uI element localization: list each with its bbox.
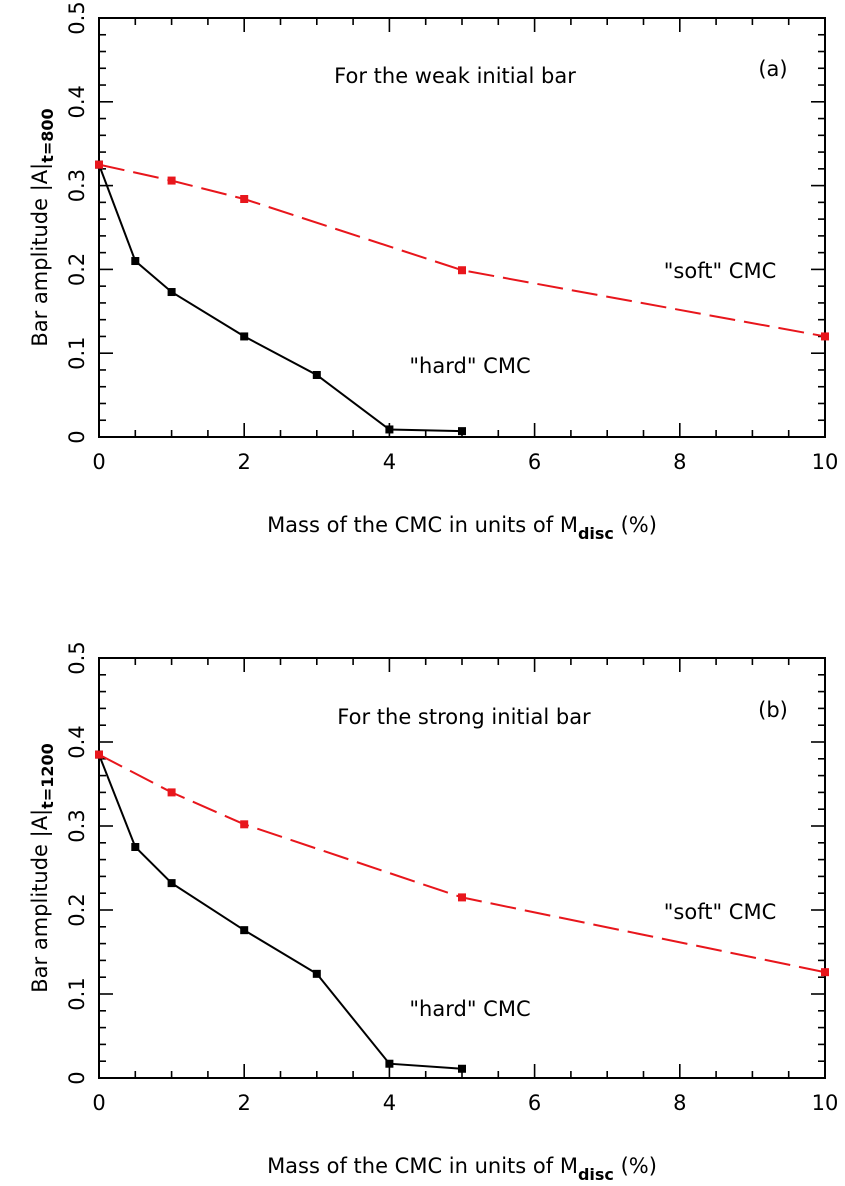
y-axis-title: Bar amplitude |A|t=1200	[28, 743, 57, 993]
x-tick-label: 6	[528, 450, 541, 474]
data-point-hard	[458, 1064, 466, 1073]
panel-label: (a)	[758, 57, 787, 81]
series-line-hard	[98, 164, 463, 433]
y-tick-label: 0.1	[65, 336, 89, 369]
y-axis-title: Bar amplitude |A|t=800	[28, 108, 57, 346]
series-label-hard: "hard" CMC	[409, 354, 530, 378]
series-label-soft: "soft" CMC	[664, 900, 777, 924]
x-tick-label: 4	[383, 1091, 396, 1115]
data-point-hard	[167, 288, 176, 297]
data-point-soft	[95, 160, 103, 169]
data-point-soft	[95, 750, 103, 759]
x-tick-label: 10	[812, 1091, 839, 1115]
x-tick-label: 8	[673, 450, 686, 474]
x-tick-label: 6	[528, 1091, 541, 1115]
data-point-soft	[167, 176, 176, 185]
data-point-soft	[821, 332, 829, 341]
data-point-soft	[458, 893, 466, 902]
data-point-soft	[240, 820, 249, 829]
x-tick-label: 4	[383, 450, 396, 474]
y-tick-label: 0	[65, 430, 89, 443]
x-tick-label: 8	[673, 1091, 686, 1115]
data-point-hard	[167, 879, 176, 888]
panel-label: (b)	[758, 698, 788, 722]
data-point-hard	[312, 370, 321, 379]
x-tick-label: 0	[92, 450, 105, 474]
data-point-soft	[821, 968, 829, 977]
data-point-hard	[312, 969, 321, 978]
x-tick-label: 2	[238, 1091, 251, 1115]
panel-annotation: For the weak initial bar	[334, 64, 576, 88]
y-tick-label: 0.5	[65, 641, 89, 674]
data-point-hard	[240, 926, 249, 935]
y-tick-label: 0	[65, 1071, 89, 1084]
y-tick-label: 0.1	[65, 977, 89, 1010]
y-tick-label: 0.4	[65, 725, 89, 758]
data-point-hard	[131, 257, 140, 266]
series-label-hard: "hard" CMC	[409, 997, 530, 1021]
series-line-hard	[98, 754, 463, 1070]
series-line-soft	[98, 753, 826, 974]
x-axis-title: Mass of the CMC in units of Mdisc (%)	[267, 513, 657, 543]
chart-panel-b: 0 2 4 6 8 10 0 0.1 0.2 0.3 0.4 0.5 Mass of the CMC i…	[28, 641, 838, 1184]
data-point-hard	[240, 332, 249, 341]
data-point-hard	[131, 843, 140, 851]
chart-panel-a: 0 2 4 6 8 10 0 0.1 0.2 0.3 0.4 0.5 Mass of the CMC i…	[28, 1, 838, 543]
series-line-soft	[98, 163, 826, 338]
x-tick-label: 0	[92, 1091, 105, 1115]
data-point-hard	[385, 425, 394, 434]
y-tick-label: 0.5	[65, 1, 89, 34]
panel-annotation: For the strong initial bar	[337, 705, 591, 729]
x-tick-label: 10	[812, 450, 839, 474]
y-tick-label: 0.2	[65, 893, 89, 926]
data-point-soft	[167, 788, 176, 797]
y-tick-label: 0.2	[65, 253, 89, 286]
series-label-soft: "soft" CMC	[664, 259, 777, 283]
y-tick-label: 0.3	[65, 809, 89, 842]
x-axis-title: Mass of the CMC in units of Mdisc (%)	[267, 1154, 657, 1184]
data-point-hard	[458, 427, 466, 436]
y-tick-label: 0.4	[65, 85, 89, 118]
data-point-hard	[385, 1059, 394, 1068]
y-tick-label: 0.3	[65, 169, 89, 202]
data-point-soft	[458, 266, 466, 275]
data-point-soft	[240, 195, 249, 204]
x-tick-label: 2	[238, 450, 251, 474]
